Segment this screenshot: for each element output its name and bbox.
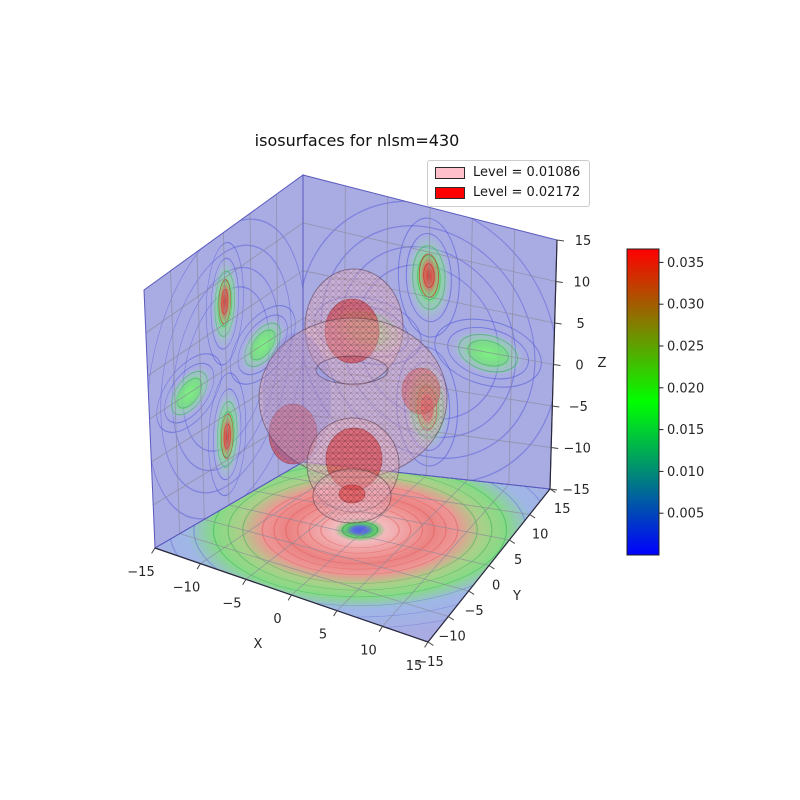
contour-ring (434, 318, 542, 388)
x-tick-label: 15 (406, 659, 423, 674)
x-tick (424, 641, 429, 648)
z-tick-label: −15 (562, 483, 589, 498)
contour-ring (227, 469, 493, 591)
x-tick-label: 0 (273, 612, 281, 627)
isosurface-torus-outer (258, 317, 448, 479)
x-tick-label: 5 (319, 628, 327, 643)
x-axis-label: X (254, 637, 263, 652)
pane-x-wall (144, 175, 303, 548)
x-tick (242, 579, 247, 585)
legend-label: Level = 0.01086 (473, 165, 581, 180)
y-tick (448, 616, 454, 621)
z-tick-label: 15 (575, 234, 592, 249)
colorbar-tick-label: 0.030 (667, 298, 704, 313)
contour-ring (447, 326, 530, 380)
colorbar-tick-label: 0.005 (667, 507, 704, 522)
contour-ring (285, 495, 435, 565)
colorbar-tick-label: 0.035 (667, 256, 704, 271)
contour-ring (458, 333, 519, 373)
x-tick (196, 563, 201, 570)
x-tick-label: −15 (127, 565, 154, 580)
y-tick-label: 10 (532, 528, 549, 543)
x-tick (378, 626, 383, 632)
legend-item: Level = 0.02172 (435, 185, 580, 202)
legend-swatch-red (435, 187, 465, 200)
colorbar-tick-label: 0.015 (667, 423, 704, 438)
junction-shadow (263, 332, 331, 464)
isosurface-lower-sphere-inner (338, 484, 366, 504)
pane-background (144, 175, 303, 548)
y-tick-label: −15 (416, 655, 443, 670)
figure-title: isosurfaces for nlsm=430 (254, 131, 460, 150)
z-tick (549, 488, 558, 491)
contour-ring (261, 485, 459, 575)
colorbar-tick-label: 0.020 (667, 381, 704, 396)
x-tick (287, 594, 292, 601)
y-tick-label: 15 (554, 502, 571, 517)
z-tick (556, 239, 565, 242)
z-tick-label: 5 (577, 317, 585, 332)
z-tick-label: 10 (574, 276, 591, 291)
y-axis-label: Y (512, 589, 521, 604)
legend-label: Level = 0.02172 (473, 184, 581, 200)
x-tick (151, 547, 156, 554)
z-tick (555, 281, 563, 283)
y-tick (529, 514, 536, 519)
z-tick-label: −10 (563, 442, 590, 457)
y-tick-label: 0 (492, 579, 500, 594)
colorbar-gradient (626, 248, 660, 556)
colorbar-tick-label: 0.025 (667, 340, 704, 355)
y-tick-label: 5 (514, 553, 522, 568)
legend: Level = 0.01086 Level = 0.02172 (427, 160, 591, 207)
z-tick-label: 0 (575, 359, 583, 374)
y-tick (488, 565, 495, 570)
x-tick-label: −5 (222, 596, 241, 611)
z-tick-label: −5 (569, 400, 588, 415)
colorbar: 0.005 0.010 0.015 0.020 0.025 0.030 0.035 (626, 248, 704, 556)
contour-ring (467, 339, 509, 367)
y-tick (509, 539, 515, 544)
y-tick-label: −5 (464, 604, 483, 619)
legend-swatch-pink (435, 167, 465, 180)
legend-item: Level = 0.01086 (435, 165, 580, 182)
contour-ring (242, 476, 478, 584)
y-tick-label: −10 (438, 630, 465, 645)
x-tick-label: −10 (173, 581, 200, 596)
y-tick (427, 641, 434, 646)
colorbar-tick-label: 0.010 (667, 465, 704, 480)
x-tick-label: 10 (360, 643, 377, 658)
contour-ring (341, 521, 379, 539)
z-tick (551, 447, 559, 449)
z-axis-label: Z (598, 356, 607, 371)
x-tick (333, 610, 338, 617)
z-tick (553, 364, 561, 366)
y-tick (468, 590, 475, 595)
z-tick (554, 322, 562, 325)
z-tick (552, 405, 560, 408)
